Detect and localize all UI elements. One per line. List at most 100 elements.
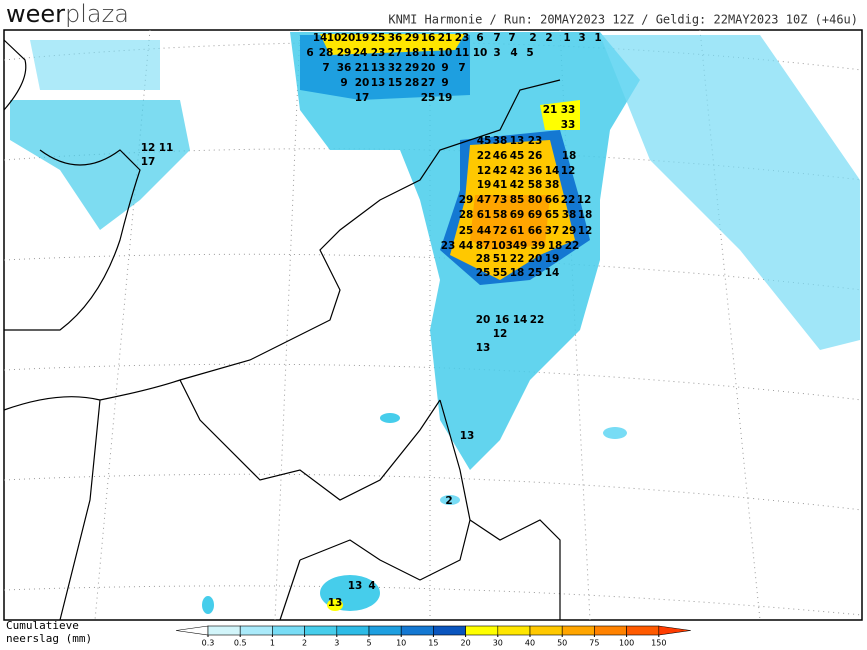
precip-value: 19 [355, 32, 370, 44]
precip-value: 18 [578, 209, 593, 221]
precip-value: 7 [508, 32, 515, 44]
precip-value: 32 [388, 62, 403, 74]
precip-value: 22 [510, 253, 525, 265]
precip-value: 3 [493, 47, 500, 59]
precip-value: 25 [476, 267, 491, 279]
precip-value: 65 [545, 209, 560, 221]
precip-value: 19 [438, 92, 453, 104]
precip-value: 51 [493, 253, 508, 265]
precip-value: 19 [545, 253, 560, 265]
map [3, 29, 863, 621]
precip-value: 4 [510, 47, 517, 59]
precip-value: 20 [528, 253, 543, 265]
precip-value: 42 [510, 179, 525, 191]
precip-value: 21 [543, 104, 558, 116]
precip-value: 17 [355, 92, 370, 104]
precip-value: 14 [313, 32, 328, 44]
precip-value: 25 [371, 32, 386, 44]
precip-value: 61 [477, 209, 492, 221]
legend-label: Cumulatieve [6, 619, 79, 632]
precip-value: 29 [405, 32, 420, 44]
precip-value: 9 [441, 62, 448, 74]
precip-value: 12 [578, 225, 593, 237]
logo: weerplaza [6, 0, 129, 28]
colorbar-tick-label: 150 [651, 639, 666, 648]
precip-value: 23 [371, 47, 386, 59]
colorbar-segment [561, 625, 595, 636]
precip-value: 29 [405, 62, 420, 74]
precip-value: 58 [528, 179, 543, 191]
precip-value: 19 [477, 179, 492, 191]
precip-value: 13 [476, 342, 491, 354]
colorbar-tick-label: 10 [396, 639, 406, 648]
precip-value: 72 [493, 225, 508, 237]
precip-value: 14 [545, 165, 560, 177]
precip-value: 22 [530, 314, 545, 326]
colorbar-tick-label: 0.3 [202, 639, 215, 648]
precip-value: 20 [476, 314, 491, 326]
precip-value: 29 [562, 225, 577, 237]
precip-value: 87 [476, 240, 491, 252]
colorbar-segment [433, 625, 466, 636]
precip-value: 27 [421, 77, 436, 89]
precip-value: 2 [529, 32, 536, 44]
precip-value: 12 [561, 165, 576, 177]
precip-value: 6 [306, 47, 313, 59]
precip-value: 85 [510, 194, 525, 206]
precip-value: 9 [340, 77, 347, 89]
precip-value: 16 [495, 314, 510, 326]
colorbar-segment [304, 625, 338, 636]
colorbar-segment [368, 625, 402, 636]
precip-value: 42 [493, 165, 508, 177]
precip-value: 2 [545, 32, 552, 44]
precip-value: 66 [545, 194, 560, 206]
legend-label: neerslag (mm) [6, 632, 92, 645]
precip-value: 33 [561, 104, 576, 116]
precip-value: 14 [513, 314, 528, 326]
precip-value: 11 [455, 47, 470, 59]
colorbar-tick-label: 2 [302, 639, 307, 648]
precip-value: 36 [337, 62, 352, 74]
precip-value: 41 [493, 179, 508, 191]
precip-value: 37 [545, 225, 560, 237]
colorbar-segment [594, 625, 627, 636]
precip-value: 73 [493, 194, 508, 206]
colorbar-arrow [175, 625, 209, 636]
precip-value: 13 [348, 580, 363, 592]
precip-value: 13 [510, 135, 525, 147]
precip-value: 17 [141, 156, 156, 168]
precip-value: 2 [445, 495, 452, 507]
precip-value: 7 [322, 62, 329, 74]
map-labels: 14 10 20 19 25 36 29 16 21 23 6 7 7 2 2 1 3 16 28 29 24 23 27 1… [141, 32, 602, 609]
colorbar-tick-label: 3 [334, 639, 339, 648]
precip-value: 10 [438, 47, 453, 59]
precip-value: 69 [510, 209, 525, 221]
precip-value: 45 [510, 150, 525, 162]
precip-value: 25 [459, 225, 474, 237]
precip-value: 16 [421, 32, 436, 44]
colorbar-segment [207, 625, 241, 636]
precip-value: 46 [493, 150, 508, 162]
precip-value: 18 [562, 150, 577, 162]
precip-value: 12 [493, 328, 508, 340]
precipitation [10, 32, 860, 614]
colorbar-segment [336, 625, 370, 636]
precip-value: 13 [371, 77, 386, 89]
precip-value: 13 [460, 430, 475, 442]
precip-value: 20 [355, 77, 370, 89]
logo-weer: weer [6, 0, 65, 28]
logo-plaza: plaza [65, 0, 129, 28]
precip-value: 49 [513, 240, 528, 252]
precip-value: 38 [545, 179, 560, 191]
precip-value: 25 [421, 92, 436, 104]
precip-value: 5 [526, 47, 533, 59]
precip-value: 20 [421, 62, 436, 74]
precip-value: 36 [528, 165, 543, 177]
precip-value: 3 [578, 32, 585, 44]
precip-value: 58 [493, 209, 508, 221]
colorbar-tick-label: 75 [589, 639, 599, 648]
colorbar-segment [465, 625, 499, 636]
colorbar-segment [529, 625, 563, 636]
precip-value: 23 [455, 32, 470, 44]
